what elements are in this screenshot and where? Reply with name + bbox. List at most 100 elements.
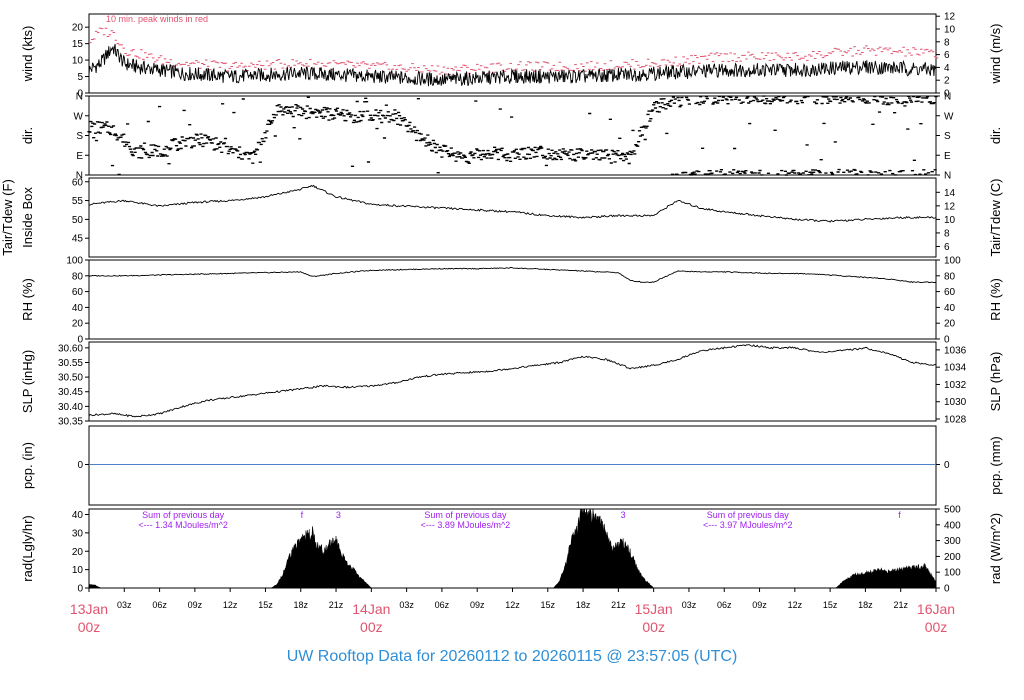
temp-ytick-right-label: 10 <box>944 215 956 226</box>
time-hour-label: 12z <box>223 600 238 610</box>
time-hour-label: 18z <box>858 600 873 610</box>
wind-gust-series <box>89 27 939 75</box>
pcp-ytick-right-label: 0 <box>944 460 950 471</box>
wind-ytick-label: 15 <box>72 39 84 50</box>
time-hour-label: 03z <box>682 600 697 610</box>
rad-annotation-line1: Sum of previous day <box>424 510 507 520</box>
rad-ytick-right-label: 400 <box>944 520 961 531</box>
rad-annotation-line1: Sum of previous day <box>707 510 790 520</box>
rad-ytick-right-label: 100 <box>944 568 961 579</box>
temp-ylabel-right: Tair/Tdew (C) <box>988 178 1003 256</box>
wind-ylabel-right: wind (m/s) <box>988 24 1003 85</box>
dir-panel-frame <box>88 95 937 176</box>
dir-ytick-right-label: N <box>944 171 951 182</box>
time-hour-label: 18z <box>293 600 308 610</box>
dir-ytick-label: N <box>76 92 83 103</box>
time-hour-label: 06z <box>717 600 732 610</box>
rad-ytick-label: 20 <box>72 547 84 558</box>
rad-annotation-line1: Sum of previous day <box>142 510 225 520</box>
time-axis: 03z 06z 09z 12z 15z 18z 21z 03z 06z 09z 12z 15z 18z 2… <box>70 588 955 635</box>
time-date-label: 14Jan <box>352 601 390 617</box>
slp-ylabel-left: SLP (inHg) <box>20 350 35 413</box>
time-date-label: 15Jan <box>635 601 673 617</box>
wind-ylabel-left: wind (kts) <box>20 26 35 83</box>
rh-ytick-right-label: 40 <box>944 303 956 314</box>
temp-ylabel-left2: Inside Box <box>20 187 35 248</box>
wind-ytick-label: 0 <box>77 89 83 100</box>
slp-ytick-label: 30.50 <box>58 373 83 384</box>
time-hour-label: 21z <box>611 600 626 610</box>
time-hour-label: 09z <box>470 600 485 610</box>
pcp-ylabel-left: pcp. (in) <box>20 442 35 489</box>
rh-ytick-label: 60 <box>72 287 84 298</box>
wind-ytick-right-label: 4 <box>944 63 950 74</box>
slp-panel-frame <box>88 341 937 422</box>
time-hour-label: 18z <box>576 600 591 610</box>
temp-series <box>88 184 937 223</box>
pcp-ylabel-right: pcp. (mm) <box>988 436 1003 495</box>
rad-ytick-label: 0 <box>77 584 83 595</box>
rad-mark: f <box>898 510 901 520</box>
slp-ytick-label: 30.40 <box>58 402 83 413</box>
rh-ytick-label: 80 <box>72 271 84 282</box>
time-hour-label: 06z <box>435 600 450 610</box>
slp-ytick-right-label: 1028 <box>944 415 967 426</box>
dir-ytick-label: N <box>76 171 83 182</box>
pcp-panel-frame <box>88 425 937 506</box>
wind-ytick-label: 20 <box>72 23 84 34</box>
time-date-label: 13Jan <box>70 601 108 617</box>
time-hour-label: 03z <box>399 600 414 610</box>
rad-annotation-line2: <--- 3.97 MJoules/m^2 <box>703 520 793 530</box>
rh-series <box>88 267 937 284</box>
temp-ytick-right-label: 6 <box>944 242 950 253</box>
wind-ytick-right-label: 12 <box>944 12 956 23</box>
rad-annotation-line2: <--- 1.34 MJoules/m^2 <box>138 520 228 530</box>
slp-ytick-label: 30.55 <box>58 358 83 369</box>
rh-ytick-right-label: 80 <box>944 271 956 282</box>
time-hour-label: 06z <box>152 600 167 610</box>
dir-ytick-label: E <box>76 151 83 162</box>
slp-series <box>88 344 937 418</box>
temp-ytick-label: 45 <box>72 234 84 245</box>
wind-ytick-right-label: 10 <box>944 25 956 36</box>
temp-ytick-label: 60 <box>72 177 84 188</box>
dir-series <box>87 95 938 176</box>
slp-ytick-label: 30.45 <box>58 387 83 398</box>
wind-panel-frame <box>88 13 937 94</box>
slp-ytick-right-label: 1036 <box>944 345 967 356</box>
rh-ylabel-right: RH (%) <box>988 278 1003 321</box>
temp-ytick-right-label: 8 <box>944 228 950 239</box>
rad-ytick-label: 10 <box>72 565 84 576</box>
wind-ytick-right-label: 0 <box>944 89 950 100</box>
rh-ytick-label: 0 <box>77 335 83 346</box>
time-hour-label: 03z <box>117 600 132 610</box>
slp-ytick-right-label: 1032 <box>944 380 967 391</box>
slp-ytick-label: 30.35 <box>58 417 83 428</box>
dir-ylabel-left: dir. <box>20 127 35 144</box>
wind-ytick-label: 10 <box>72 56 84 67</box>
rad-ytick-label: 40 <box>72 510 84 521</box>
chart-title: UW Rooftop Data for 20260112 to 20260115… <box>286 648 738 665</box>
rh-ytick-label: 40 <box>72 303 84 314</box>
temp-ytick-right-label: 14 <box>944 188 956 199</box>
dir-ytick-right-label: N <box>944 92 951 103</box>
temp-ytick-label: 55 <box>72 196 84 207</box>
pcp-ytick-label: 0 <box>77 460 83 471</box>
rad-ytick-label: 30 <box>72 528 84 539</box>
wind-ytick-right-label: 8 <box>944 37 950 48</box>
temp-ytick-right-label: 12 <box>944 201 956 212</box>
rh-ytick-right-label: 20 <box>944 319 956 330</box>
time-date-label: 16Jan <box>917 601 955 617</box>
time-date-hour: 00z <box>642 619 665 635</box>
dir-ytick-right-label: E <box>944 151 951 162</box>
wind-ytick-right-label: 2 <box>944 76 950 87</box>
time-date-hour: 00z <box>925 619 948 635</box>
wind-speed-series <box>88 43 937 87</box>
time-hour-label: 15z <box>258 600 273 610</box>
time-date-hour: 00z <box>360 619 383 635</box>
rh-ytick-right-label: 100 <box>944 256 961 267</box>
temp-panel-frame <box>88 177 937 258</box>
rad-ytick-right-label: 200 <box>944 552 961 563</box>
time-date-hour: 00z <box>78 619 101 635</box>
